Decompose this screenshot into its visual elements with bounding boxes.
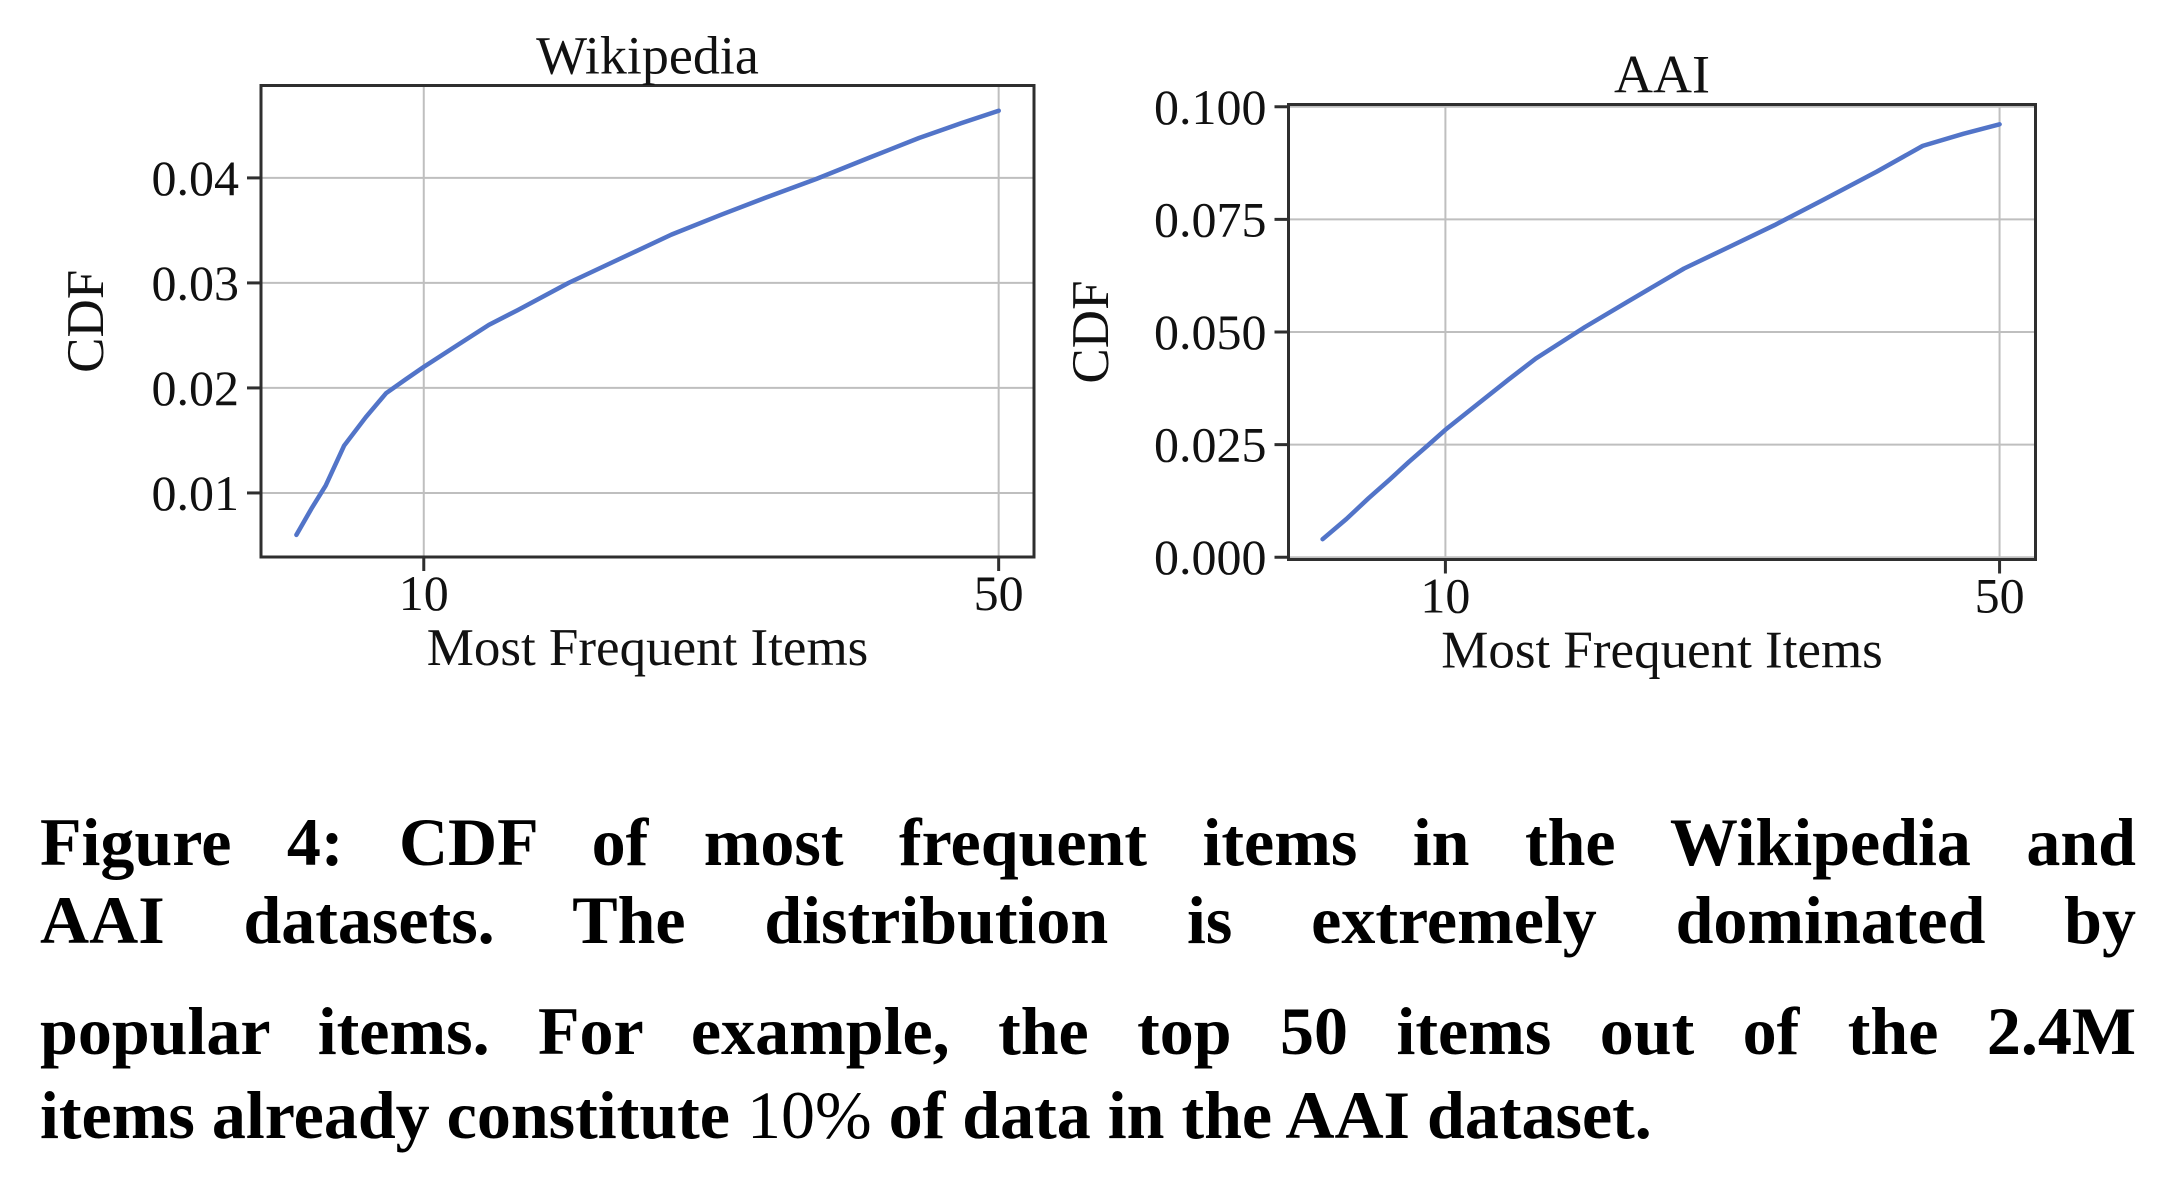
y-tick-label: 0.02 (152, 360, 240, 416)
cdf-curve (1320, 122, 2002, 542)
wikipedia-chart: 0.01 0.02 0.03 0.04 10 50 Wikipedia Most Freque… (57, 26, 1036, 677)
y-tick-label: 0.03 (152, 255, 240, 311)
caption-line-2: AAI datasets. The distribution is extrem… (40, 882, 2136, 958)
x-tick-label: 50 (974, 565, 1024, 621)
y-axis-label: CDF (1062, 280, 1120, 383)
y-tick-label: 0.025 (1154, 417, 1267, 473)
x-tick-label: 10 (399, 565, 449, 621)
caption-line-3: popular items. For example, the top 50 i… (40, 993, 2136, 1069)
cdf-curve (294, 108, 1001, 538)
y-tick-label: 0.075 (1154, 191, 1267, 247)
caption-line-1: Figure 4: CDF of most frequent items in … (40, 804, 2136, 880)
caption-line-4: items already constitute 10% of data in … (40, 1069, 2136, 1161)
cdf-charts: 0.01 0.02 0.03 0.04 10 50 Wikipedia Most Freque… (57, 26, 2037, 680)
x-tick-label: 10 (1420, 568, 1470, 624)
caption-text-bold-start: items already constitute (40, 1077, 747, 1153)
y-tick-label: 0.01 (152, 465, 240, 521)
y-tick-label: 0.04 (152, 150, 240, 206)
aai-chart: 0.000 0.025 0.050 0.075 0.100 10 50 AAI Most Fre… (1062, 45, 2037, 680)
y-tick-label: 0.050 (1154, 304, 1267, 360)
x-axis-label: Most Frequent Items (1441, 622, 1883, 680)
x-axis-label: Most Frequent Items (427, 619, 869, 677)
x-tick-label: 50 (1975, 568, 2025, 624)
plot-frame (259, 84, 1036, 559)
y-axis-label: CDF (57, 270, 115, 373)
y-tick-label: 0.100 (1154, 79, 1267, 135)
chart-title: Wikipedia (536, 26, 759, 86)
caption-text-regular: 10% (746, 1077, 872, 1153)
caption-text-bold-end: of data in the AAI dataset. (871, 1077, 1652, 1153)
chart-title: AAI (1614, 45, 1710, 105)
y-tick-label: 0.000 (1154, 529, 1267, 585)
